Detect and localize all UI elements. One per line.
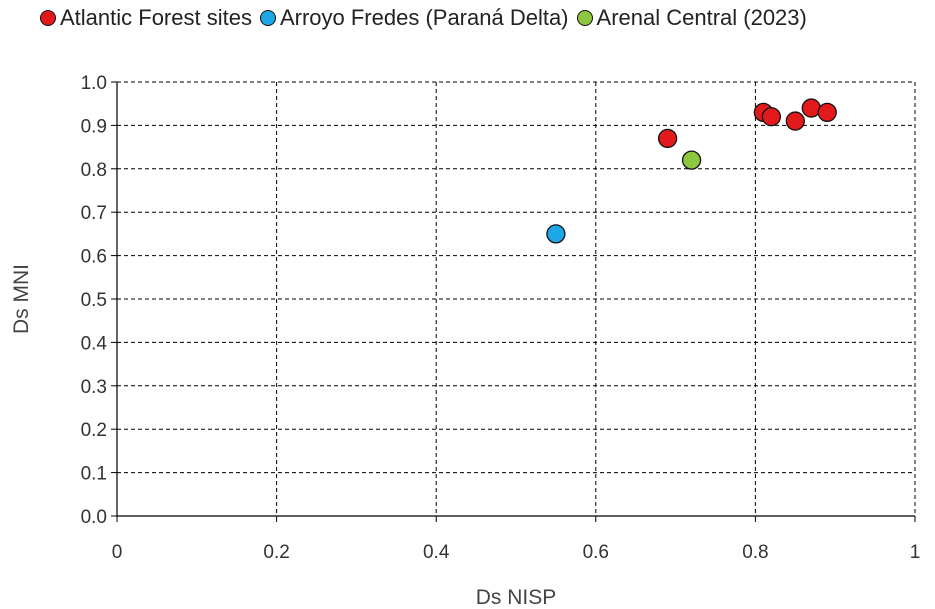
legend-label-arenal-central: Arenal Central (2023) [596,5,807,30]
x-axis-title: Ds NISP [476,586,557,609]
data-points [546,98,837,244]
y-tick-label-2: 0.2 [81,420,107,441]
legend-label-arroyo-fredes: Arroyo Fredes (Paraná Delta) [279,5,569,30]
legend-swatch-arroyo-fredes [259,10,276,26]
legend-item-atlantic-forest: Atlantic Forest sites [40,5,252,31]
data-point-s2-0 [681,150,702,170]
data-point-s0-5 [817,102,837,123]
chart-legend: Atlantic Forest sites Arroyo Fredes (Par… [40,3,807,33]
legend-label-atlantic-forest: Atlantic Forest sites [60,5,252,30]
y-tick-label-4: 0.4 [81,333,108,354]
x-tick-label-2: 0.4 [423,542,450,563]
data-point-s0-4 [801,98,821,118]
x-tick-label-3: 0.6 [583,542,609,563]
y-axis-title: Ds MNI [10,264,33,334]
legend-swatch-atlantic-forest [40,10,56,26]
x-tick-label-1: 0.2 [263,542,289,563]
legend-swatch-arenal-central [576,10,593,26]
y-tick-label-3: 0.3 [81,377,107,398]
axes [111,81,916,522]
y-tick-label-1: 0.1 [81,464,107,485]
data-point-s0-3 [785,111,805,131]
x-tick-label-0: 0 [112,542,123,563]
tick-labels: 0.0 0.1 0.2 0.3 0.4 0.5 0.6 0.7 0.8 0.9 1.0 0 0.2 0.4… [81,73,921,563]
data-point-s0-0 [657,128,678,149]
y-tick-label-8: 0.8 [81,160,107,181]
y-tick-label-7: 0.7 [81,203,107,224]
y-tick-label-10: 1.0 [81,73,107,94]
y-tick-label-0: 0.0 [81,507,107,528]
data-point-s1-0 [546,224,566,244]
grid-lines [117,81,916,516]
y-tick-label-9: 0.9 [81,116,107,137]
y-tick-label-5: 0.5 [81,290,107,311]
legend-item-arenal-central: Arenal Central (2023) [576,5,807,31]
legend-item-arroyo-fredes: Arroyo Fredes (Paraná Delta) [259,5,569,31]
x-tick-label-4: 0.8 [742,542,768,563]
x-tick-label-5: 1 [910,542,921,563]
y-tick-label-6: 0.6 [81,247,107,268]
data-point-s0-2 [761,107,782,127]
